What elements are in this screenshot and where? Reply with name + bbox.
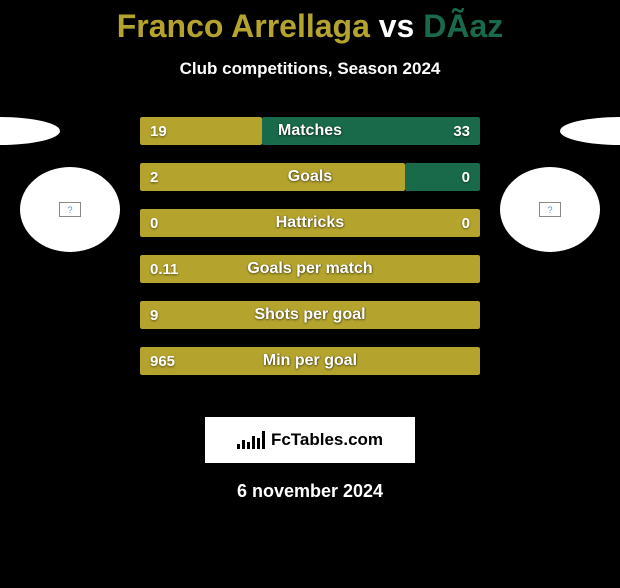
left-ellipse-decor — [0, 117, 60, 145]
bar-fill-full — [140, 347, 480, 375]
logo-bar-segment — [247, 442, 250, 449]
date-line: 6 november 2024 — [0, 481, 620, 502]
stat-bar: Matches1933 — [140, 117, 480, 145]
bar-fill-full — [140, 301, 480, 329]
logo-box: FcTables.com — [205, 417, 415, 463]
title-player2: DÃ­az — [423, 8, 503, 44]
flag-glyph: ? — [67, 205, 72, 215]
title-vs: vs — [379, 8, 415, 44]
logo-bar-segment — [237, 444, 240, 449]
stat-bar: Min per goal965 — [140, 347, 480, 375]
left-player-circle: ? — [20, 167, 120, 252]
right-ellipse-decor — [560, 117, 620, 145]
logo-bar-segment — [262, 431, 265, 449]
stat-bar: Goals per match0.11 — [140, 255, 480, 283]
right-player-circle: ? — [500, 167, 600, 252]
stat-bar: Goals20 — [140, 163, 480, 191]
logo-bar-segment — [242, 440, 245, 449]
logo-text: FcTables.com — [271, 430, 383, 450]
flag-glyph: ? — [547, 205, 552, 215]
stat-bar: Hattricks00 — [140, 209, 480, 237]
page-title: Franco Arrellaga vs DÃ­az — [0, 8, 620, 45]
bar-fill-left — [140, 163, 405, 191]
logo-bar-segment — [252, 436, 255, 449]
logo-bars-icon — [237, 431, 265, 449]
bars-container: Matches1933 Goals20 Hattricks00 Goals per m… — [140, 117, 480, 375]
bar-fill-right — [262, 117, 480, 145]
bar-fill-left — [140, 117, 262, 145]
subtitle: Club competitions, Season 2024 — [0, 59, 620, 79]
right-flag-icon: ? — [539, 202, 561, 217]
bar-fill-right — [405, 163, 480, 191]
title-player1: Franco Arrellaga — [117, 8, 370, 44]
logo-bar-segment — [257, 438, 260, 449]
chart-stage: ? ? Matches1933 Goals20 Hattricks00 Goals p… — [0, 117, 620, 397]
left-flag-icon: ? — [59, 202, 81, 217]
stat-bar: Shots per goal9 — [140, 301, 480, 329]
bar-fill-full — [140, 209, 480, 237]
bar-fill-full — [140, 255, 480, 283]
